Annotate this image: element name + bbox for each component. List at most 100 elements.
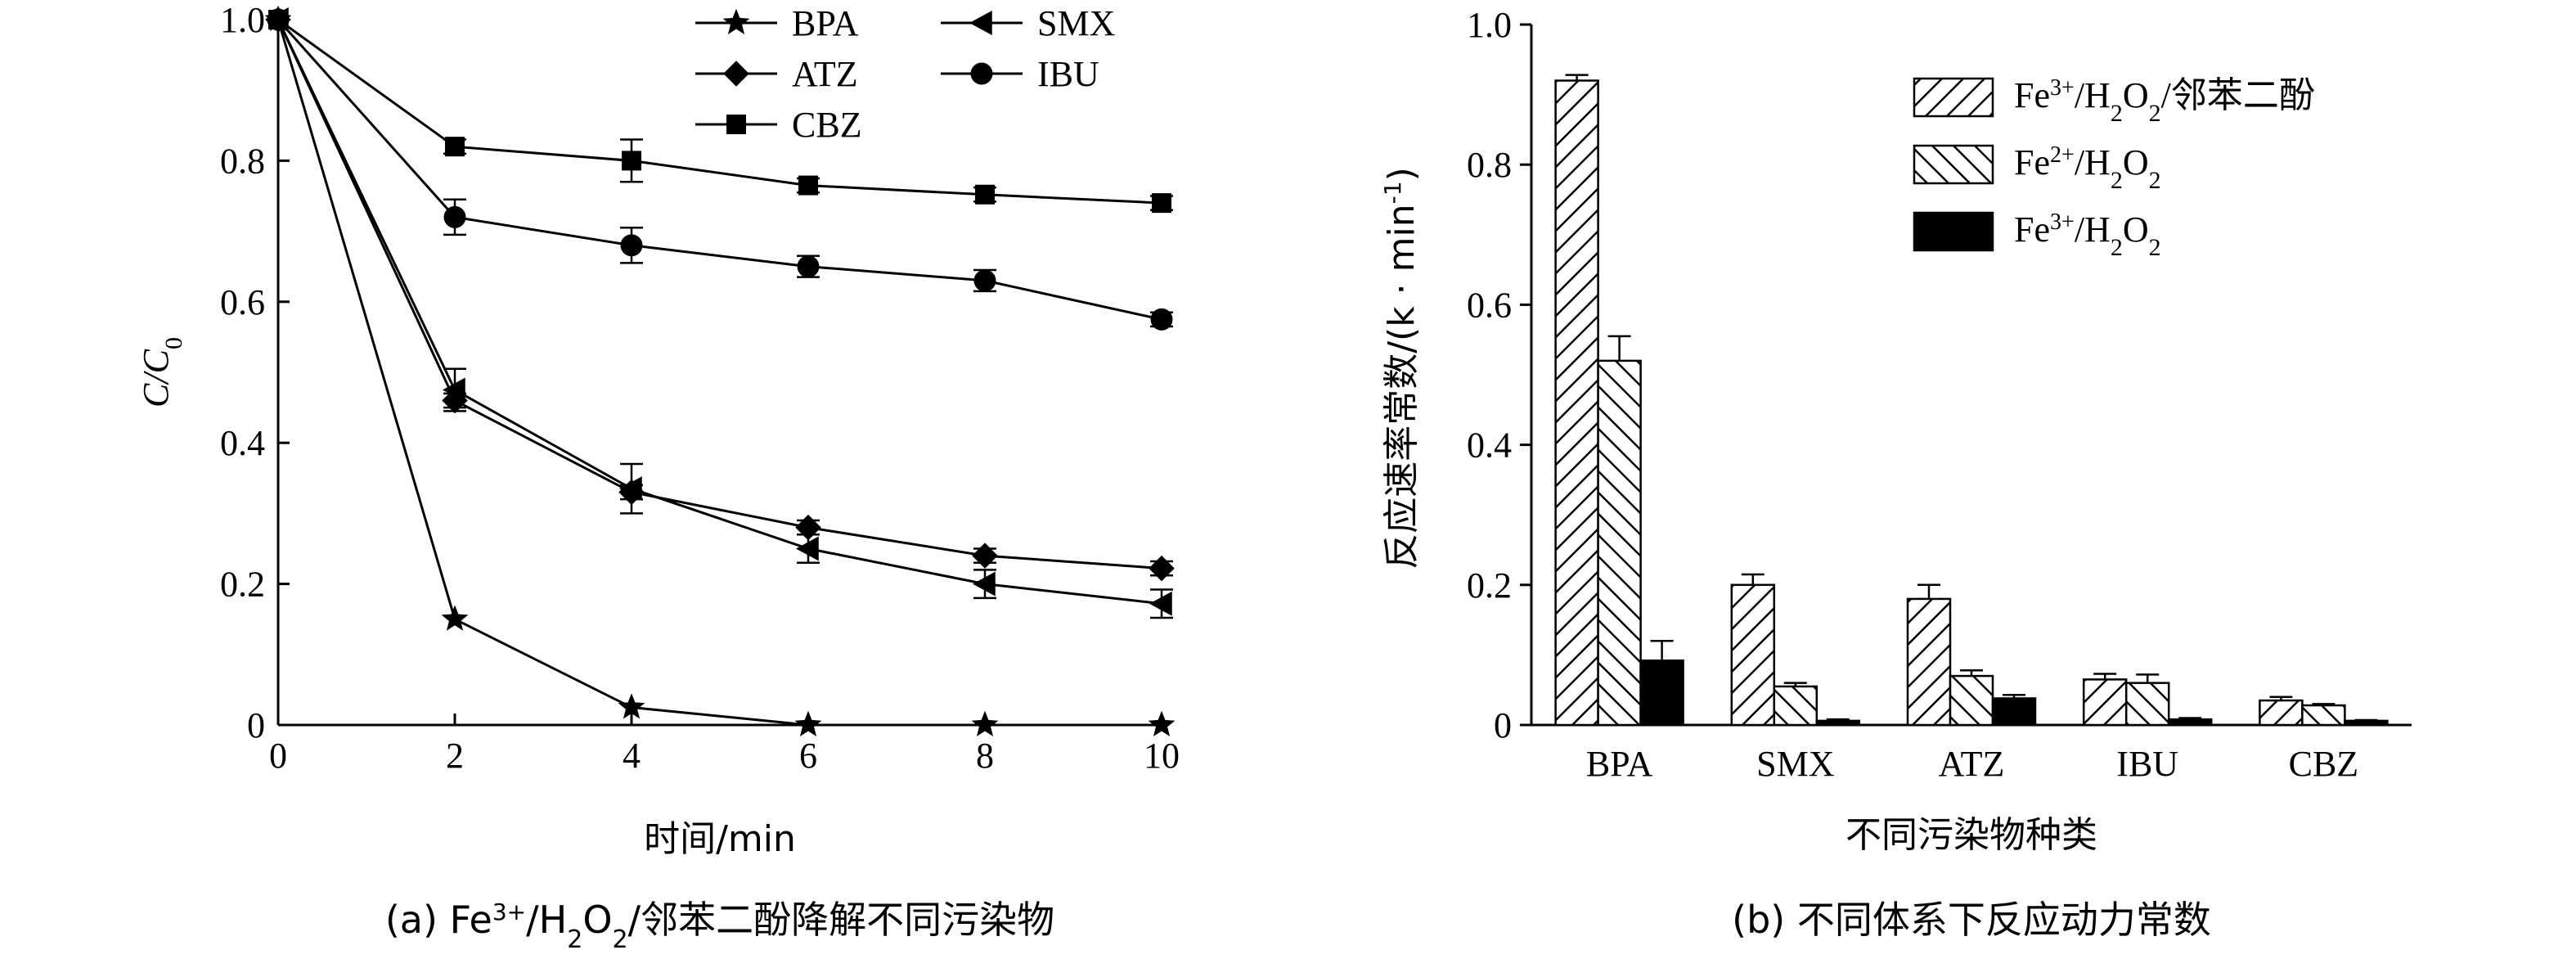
y-tick-label: 0.6 — [220, 282, 265, 322]
data-point — [794, 710, 822, 736]
legend-label: CBZ — [792, 105, 862, 145]
x-tick-label: ATZ — [1939, 744, 2005, 784]
legend-swatch — [1913, 211, 1994, 252]
data-point — [972, 543, 998, 569]
y-tick-label: 0.6 — [1467, 285, 1512, 325]
bar — [2082, 678, 2128, 727]
legend-label: BPA — [792, 3, 859, 43]
y-tick-label: 0.2 — [1467, 565, 1512, 606]
x-tick-label: BPA — [1586, 744, 1653, 784]
series-line — [276, 18, 1162, 321]
bar — [1773, 685, 1818, 727]
line-chart-x-label: 时间/min — [644, 818, 796, 860]
legend-label: IBU — [1037, 54, 1099, 94]
y-tick-label: 0.4 — [1467, 425, 1512, 466]
y-tick-label: 0.2 — [220, 565, 265, 605]
x-tick-label: IBU — [2116, 744, 2178, 784]
legend-label: ATZ — [792, 54, 858, 94]
x-tick-label: 8 — [976, 736, 994, 776]
bar — [1991, 697, 2037, 727]
series-bpa — [264, 5, 1176, 736]
data-point — [618, 693, 645, 719]
series-line — [276, 19, 1162, 570]
data-point — [1152, 193, 1171, 214]
legend-entry: Fe2+/H2O2 — [1913, 142, 2161, 194]
x-tick-label: 0 — [269, 736, 287, 776]
data-point — [1149, 591, 1172, 616]
data-point — [1150, 308, 1173, 331]
legend-entry: Fe3+/H2O2 — [1913, 209, 2161, 261]
data-point — [795, 514, 821, 541]
y-tick-label: 0.8 — [220, 141, 265, 181]
legend-marker — [969, 11, 992, 35]
data-point — [798, 175, 818, 196]
y-tick-label: 1.0 — [220, 0, 265, 40]
data-point — [445, 137, 465, 157]
y-tick-label: 0 — [1494, 705, 1512, 745]
bar-group-smx — [1730, 573, 1861, 727]
series-line — [276, 19, 1162, 606]
legend-marker — [722, 8, 750, 35]
bar-chart-caption: (b) 不同体系下反应动力常数 — [1732, 898, 2211, 942]
x-tick-label: 4 — [623, 736, 641, 776]
bar — [1597, 359, 1642, 727]
legend-label: Fe2+/H2O2 — [2014, 142, 2161, 194]
data-point — [796, 536, 819, 561]
data-point — [443, 205, 466, 228]
legend-entry-cbz: CBZ — [695, 105, 862, 145]
bar — [1639, 659, 1684, 727]
legend-label: SMX — [1037, 3, 1115, 43]
y-tick-label: 1.0 — [1467, 5, 1512, 45]
bar — [2167, 718, 2213, 727]
line-chart-caption: (a) Fe3+/H2O2/邻苯二酚降解不同污染物 — [385, 898, 1054, 954]
legend-entry-smx: SMX — [941, 3, 1115, 43]
bar-chart-y-label: 反应速率常数/(k · min-1) — [1379, 167, 1423, 570]
bar-chart-panel: 0 0.2 0.4 0.6 0.8 1.0 BPA SMX ATZ IBU CBZ Fe3+/H2O… — [1379, 5, 2412, 942]
bar — [1906, 597, 1952, 727]
y-tick-label: 0.4 — [220, 423, 265, 463]
bar-group-cbz — [2259, 696, 2389, 727]
series-line — [277, 18, 1162, 205]
bar-chart-x-label: 不同污染物种类 — [1845, 814, 2097, 856]
data-point — [618, 479, 645, 506]
x-tick-label: 6 — [799, 736, 817, 776]
legend-swatch — [1913, 77, 1994, 118]
data-point — [973, 269, 996, 292]
legend-marker — [726, 115, 746, 134]
data-point — [971, 710, 999, 736]
bar — [2344, 719, 2389, 727]
x-tick-label: 10 — [1144, 736, 1180, 776]
legend-entry: Fe3+/H2O2/邻苯二酚 — [1913, 75, 2315, 127]
data-point — [1149, 555, 1175, 582]
y-tick-label: 0.8 — [1467, 145, 1512, 185]
data-point — [268, 10, 288, 29]
bar — [1730, 583, 1776, 727]
legend-label: Fe3+/H2O2 — [2014, 209, 2161, 261]
series-line — [276, 19, 1162, 727]
data-point — [622, 151, 641, 171]
y-tick-label: 0 — [247, 705, 265, 745]
bar — [2259, 699, 2304, 727]
x-tick-label: CBZ — [2289, 744, 2359, 784]
data-point — [620, 234, 643, 257]
bar — [1815, 719, 1861, 727]
legend-marker — [970, 62, 993, 85]
legend-entry-atz: ATZ — [695, 54, 858, 94]
legend-entry-bpa: BPA — [695, 3, 859, 43]
series-cbz — [268, 10, 1173, 214]
legend-label: Fe3+/H2O2/邻苯二酚 — [2014, 75, 2315, 127]
bar — [2124, 682, 2170, 727]
bar-group-bpa — [1554, 74, 1684, 727]
legend-marker — [723, 61, 749, 87]
bar — [1554, 79, 1599, 727]
x-tick-label: SMX — [1756, 744, 1834, 784]
data-point — [441, 605, 469, 631]
bar — [1949, 674, 1994, 727]
x-tick-label: 2 — [446, 736, 464, 776]
bar — [2301, 704, 2346, 727]
series-smx — [266, 7, 1173, 619]
bar-group-ibu — [2082, 673, 2213, 727]
legend-entry-ibu: IBU — [941, 54, 1099, 94]
